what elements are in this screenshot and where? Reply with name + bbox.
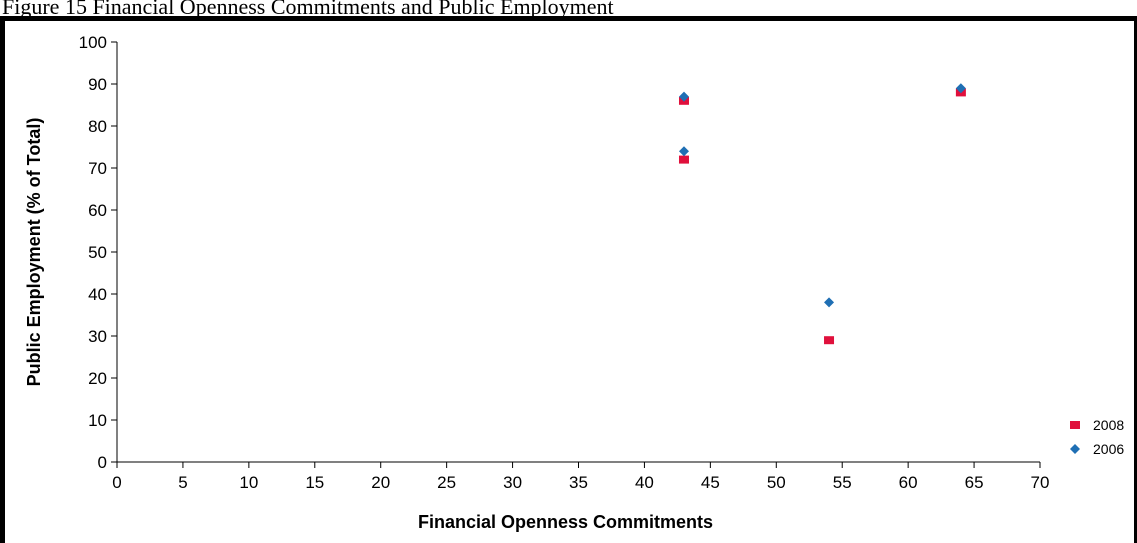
y-tick-label: 0 — [98, 453, 107, 472]
data-point-2006 — [824, 297, 835, 308]
x-tick-label: 25 — [437, 473, 456, 492]
x-tick-label: 45 — [701, 473, 720, 492]
legend-label-2006: 2006 — [1093, 441, 1124, 457]
data-points — [678, 83, 966, 345]
x-tick-label: 50 — [767, 473, 786, 492]
y-tick-label: 80 — [88, 117, 107, 136]
y-tick-label: 20 — [88, 369, 107, 388]
y-tick-label: 60 — [88, 201, 107, 220]
x-tick-label: 0 — [112, 473, 121, 492]
tick-labels: 0 10 20 30 40 50 60 70 80 90 100 0 5 10 15 20 25 30 35 40 45… — [79, 33, 1050, 492]
x-tick-label: 65 — [965, 473, 984, 492]
y-tick-label: 50 — [88, 243, 107, 262]
y-tick-label: 30 — [88, 327, 107, 346]
x-tick-label: 40 — [635, 473, 654, 492]
y-tick-label: 40 — [88, 285, 107, 304]
y-tick-label: 90 — [88, 75, 107, 94]
x-tick-label: 60 — [899, 473, 918, 492]
y-axis-label: Public Employment (% of Total) — [24, 118, 44, 387]
legend-label-2008: 2008 — [1093, 417, 1124, 433]
legend: 2008 2006 — [1070, 417, 1124, 457]
x-tick-label: 35 — [569, 473, 588, 492]
y-tick-label: 70 — [88, 159, 107, 178]
x-tick-label: 20 — [371, 473, 390, 492]
x-tick-label: 30 — [503, 473, 522, 492]
x-tick-label: 5 — [178, 473, 187, 492]
legend-marker-2008 — [1070, 421, 1080, 429]
x-axis-label: Financial Openness Commitments — [418, 512, 713, 532]
data-point-2006 — [955, 83, 966, 94]
x-tick-label: 15 — [305, 473, 324, 492]
x-tick-label: 70 — [1031, 473, 1050, 492]
x-tick-label: 55 — [833, 473, 852, 492]
data-point-2006 — [678, 146, 689, 157]
y-tick-label: 10 — [88, 411, 107, 430]
y-tick-label: 100 — [79, 33, 107, 52]
legend-marker-2006 — [1070, 444, 1080, 454]
axes — [111, 41, 1041, 468]
x-tick-label: 10 — [239, 473, 258, 492]
figure-caption: Figure 15 Financial Openness Commitments… — [2, 0, 614, 19]
data-point-2006 — [678, 91, 689, 102]
chart-frame — [0, 16, 1137, 543]
data-point-2008 — [678, 155, 689, 164]
data-point-2008 — [824, 336, 835, 345]
